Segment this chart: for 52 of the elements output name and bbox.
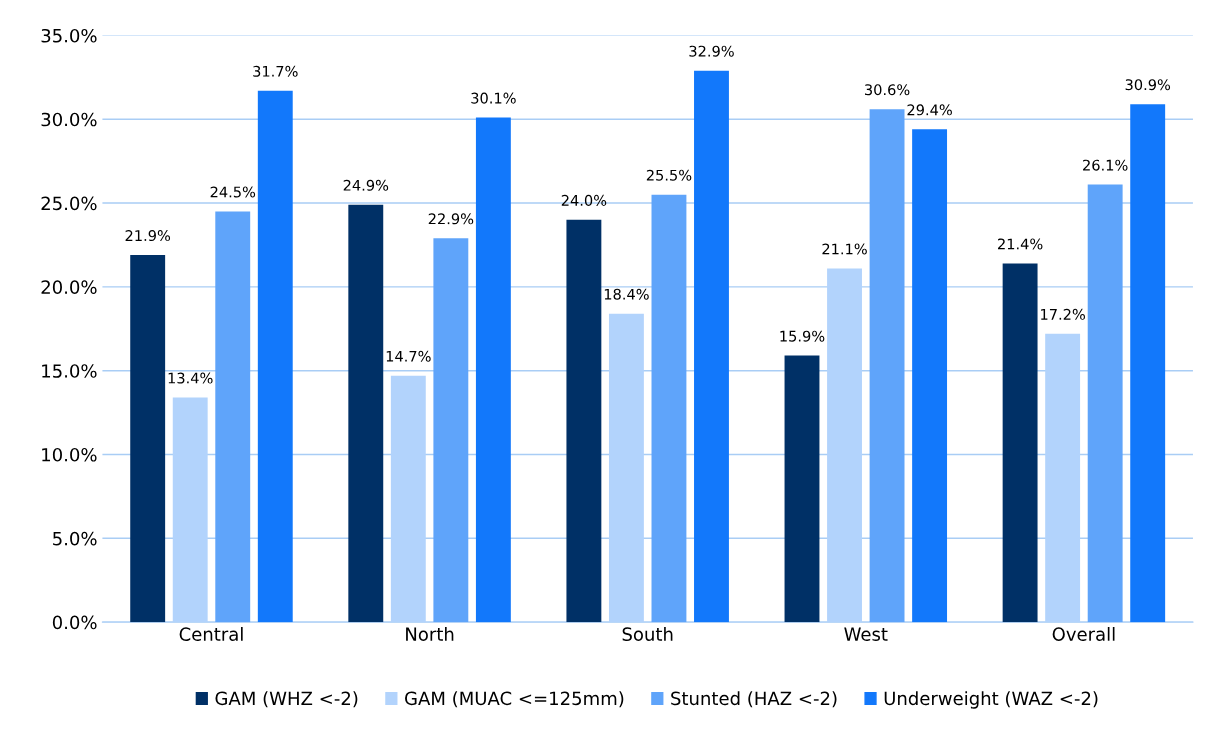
data-label: 32.9% [689,45,734,57]
bar [1087,184,1123,623]
bar [1130,104,1166,623]
bar [912,129,948,623]
y-tick-label: 20.0% [41,280,97,294]
y-tick-label: 15.0% [42,364,97,378]
bar [475,117,511,623]
bar [215,211,251,623]
data-label: 24.9% [343,179,389,191]
data-label: 14.7% [386,350,431,362]
bar [433,238,469,623]
legend-label: Underweight (WAZ <-2) [884,691,1098,709]
data-label: 21.1% [822,243,867,255]
legend-label: GAM (MUAC <=125mm) [405,691,624,708]
y-tick-label: 10.0% [42,447,97,462]
bar [566,219,602,623]
data-label: 31.7% [253,65,298,77]
data-label: 22.9% [428,213,474,225]
data-label: 15.9% [780,330,825,342]
bar [1002,263,1038,623]
x-tick-label: West [844,627,888,641]
bar [348,204,384,623]
data-label: 29.4% [907,104,952,116]
bar [869,109,905,623]
y-tick-label: 25.0% [41,196,97,211]
y-tick-label: 5.0% [53,531,97,546]
data-label: 30.9% [1125,79,1171,91]
y-tick-label: 30.0% [41,112,97,127]
data-label: 13.4% [168,372,213,384]
x-tick-label: South [622,627,673,641]
data-label: 30.1% [471,92,516,104]
legend-label: Stunted (HAZ <-2) [671,691,837,708]
data-label: 21.9% [125,230,171,242]
data-label: 24.0% [561,194,607,206]
x-tick-label: Overall [1052,627,1115,641]
data-label: 30.6% [865,84,910,96]
bar [257,90,293,623]
bar [784,355,820,623]
data-label: 25.5% [646,169,692,181]
y-tick-label: 0.0% [52,615,97,630]
legend-label: GAM (WHZ <-2) [215,691,358,708]
y-tick-label: 35.0% [41,28,97,43]
data-label: 17.2% [1041,308,1085,320]
data-label: 24.5% [210,186,256,198]
data-label: 26.1% [1083,159,1128,171]
bar [651,194,687,623]
data-label: 21.4% [998,238,1043,250]
x-tick-label: Central [179,627,243,641]
bar [694,70,729,623]
data-label: 18.4% [604,288,649,300]
bar [130,255,166,623]
x-tick-label: North [406,627,454,641]
